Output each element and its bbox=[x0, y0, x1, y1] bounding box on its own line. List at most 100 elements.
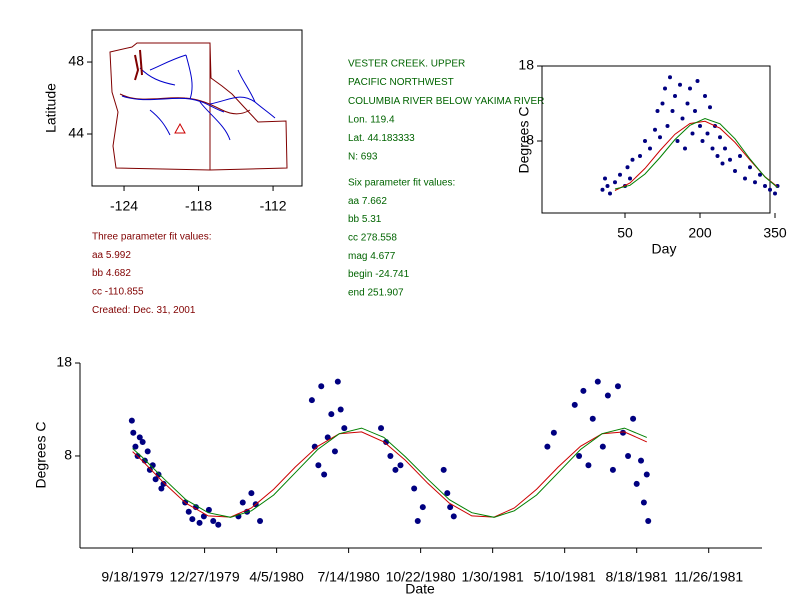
point bbox=[608, 191, 612, 196]
x-tick-label: -124 bbox=[110, 198, 138, 214]
point bbox=[630, 415, 637, 422]
point bbox=[144, 448, 151, 455]
point bbox=[715, 154, 720, 158]
point bbox=[324, 434, 331, 441]
point bbox=[748, 165, 752, 170]
x-tick-label: 4/5/1980 bbox=[249, 569, 304, 585]
x-tick-label: 5/10/1981 bbox=[534, 569, 596, 585]
point bbox=[136, 434, 143, 441]
info-line: Lat. 44.183333 bbox=[348, 133, 415, 144]
point bbox=[728, 157, 732, 162]
point bbox=[648, 146, 652, 151]
point bbox=[609, 466, 616, 473]
x-tick-label: -112 bbox=[260, 198, 287, 214]
point bbox=[210, 518, 217, 525]
info-line: cc -110.855 bbox=[92, 287, 144, 298]
point bbox=[625, 165, 630, 170]
point bbox=[708, 105, 712, 110]
info-line: bb 4.682 bbox=[92, 268, 131, 279]
plot-frame bbox=[541, 65, 771, 214]
point bbox=[600, 187, 605, 192]
info-line: mag 4.677 bbox=[348, 251, 396, 262]
point bbox=[625, 452, 632, 459]
point bbox=[158, 485, 165, 492]
point bbox=[700, 139, 705, 143]
x-tick-label: 200 bbox=[688, 225, 712, 241]
point bbox=[613, 180, 617, 185]
y-tick-label: 18 bbox=[518, 57, 534, 73]
point bbox=[688, 86, 692, 91]
point bbox=[605, 184, 610, 188]
x-axis-label: Day bbox=[652, 241, 677, 257]
point bbox=[653, 127, 657, 132]
point bbox=[628, 176, 632, 181]
point bbox=[703, 94, 707, 98]
point bbox=[673, 94, 677, 98]
x-tick-label: 1/30/1981 bbox=[462, 569, 524, 585]
point bbox=[447, 504, 454, 511]
y-tick-label: 8 bbox=[526, 132, 534, 148]
point bbox=[670, 109, 675, 113]
site-marker bbox=[174, 122, 186, 134]
point bbox=[718, 135, 722, 140]
point bbox=[196, 519, 203, 526]
point bbox=[743, 176, 747, 181]
point bbox=[645, 518, 652, 525]
fit-curve bbox=[614, 117, 778, 190]
point bbox=[604, 392, 611, 399]
point bbox=[660, 101, 665, 106]
point bbox=[753, 180, 757, 185]
point bbox=[655, 109, 660, 113]
point bbox=[733, 169, 737, 173]
point bbox=[308, 397, 315, 404]
x-tick-label: 12/27/1979 bbox=[170, 569, 240, 585]
puget-sound bbox=[134, 49, 143, 81]
point bbox=[640, 499, 647, 506]
point bbox=[618, 172, 622, 177]
state-outline bbox=[109, 42, 288, 171]
point bbox=[215, 521, 222, 528]
point bbox=[544, 443, 551, 450]
point bbox=[248, 490, 255, 497]
point bbox=[638, 457, 645, 464]
point bbox=[387, 452, 394, 459]
point bbox=[411, 485, 418, 492]
point bbox=[160, 480, 167, 487]
point bbox=[397, 462, 404, 469]
x-tick-label: 10/22/1980 bbox=[386, 569, 456, 585]
point bbox=[720, 161, 725, 166]
point bbox=[200, 513, 207, 520]
point bbox=[576, 452, 583, 459]
point bbox=[205, 506, 212, 513]
x-tick-label: 9/18/1979 bbox=[101, 569, 163, 585]
point bbox=[550, 429, 557, 436]
fit-curve bbox=[132, 431, 648, 518]
y-tick-label: 8 bbox=[64, 447, 72, 463]
point bbox=[668, 75, 672, 80]
point bbox=[239, 499, 246, 506]
y-tick-label: 18 bbox=[56, 354, 72, 370]
point bbox=[633, 480, 640, 487]
point bbox=[444, 490, 451, 497]
info-line: end 251.907 bbox=[348, 287, 404, 298]
point bbox=[695, 79, 700, 83]
point bbox=[315, 462, 322, 469]
point bbox=[146, 466, 153, 473]
info-line: N: 693 bbox=[348, 152, 378, 163]
x-axis-label: Date bbox=[405, 581, 435, 597]
point bbox=[603, 176, 607, 181]
info-line: VESTER CREEK. UPPER bbox=[348, 59, 465, 70]
point bbox=[693, 109, 697, 113]
y-tick-label: 44 bbox=[68, 125, 84, 141]
point bbox=[378, 425, 385, 432]
point bbox=[414, 518, 421, 525]
point bbox=[130, 429, 137, 436]
fit-curve bbox=[132, 427, 647, 518]
point bbox=[189, 516, 196, 523]
point bbox=[690, 131, 695, 136]
point bbox=[683, 146, 687, 151]
point bbox=[665, 124, 670, 128]
y-tick-label: 48 bbox=[68, 53, 84, 69]
